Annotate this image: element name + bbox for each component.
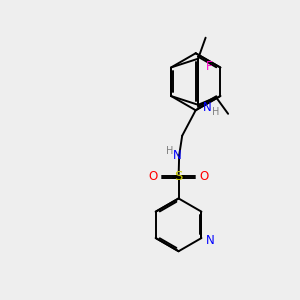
Text: N: N	[203, 101, 212, 114]
Text: N: N	[206, 234, 215, 247]
Text: H: H	[212, 107, 220, 117]
Text: N: N	[173, 149, 182, 162]
Text: F: F	[206, 59, 212, 73]
Text: O: O	[149, 170, 158, 183]
Text: O: O	[199, 170, 208, 183]
Text: H: H	[166, 146, 173, 156]
Text: S: S	[174, 170, 183, 183]
